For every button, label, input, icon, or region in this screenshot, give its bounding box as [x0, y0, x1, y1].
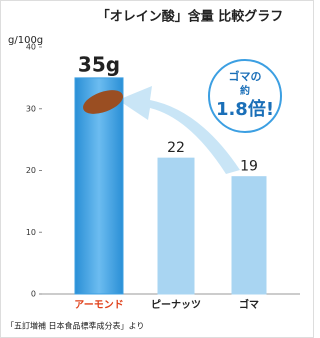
chart: 「オレイン酸」含量 比較グラフ g/100g 「五訂増補 日本食品標準成分表」よ…: [0, 0, 314, 338]
y-tick-label: 40: [26, 43, 36, 52]
x-tick-label: アーモンド: [74, 299, 123, 311]
y-tick-label: 10: [26, 228, 36, 237]
x-tick-label: ゴマ: [239, 298, 259, 311]
y-tick-label: 20: [26, 166, 36, 175]
source-note: 「五訂増補 日本食品標準成分表」より: [6, 321, 144, 331]
frame: [1, 1, 314, 338]
value-label: 19: [240, 159, 258, 175]
y-tick-label: 0: [31, 290, 36, 299]
value-label: 35g: [78, 52, 120, 76]
value-label: 22: [167, 140, 185, 156]
annotation-text: ゴマの: [229, 69, 262, 83]
bar: [232, 177, 266, 294]
x-tick-label: ピーナッツ: [151, 299, 201, 311]
bar: [158, 158, 194, 294]
y-tick-label: 30: [26, 104, 36, 113]
annotation-text: 約: [240, 84, 250, 97]
chart-title: 「オレイン酸」含量 比較グラフ: [97, 9, 284, 25]
annotation-text: 1.8倍!: [216, 98, 274, 120]
